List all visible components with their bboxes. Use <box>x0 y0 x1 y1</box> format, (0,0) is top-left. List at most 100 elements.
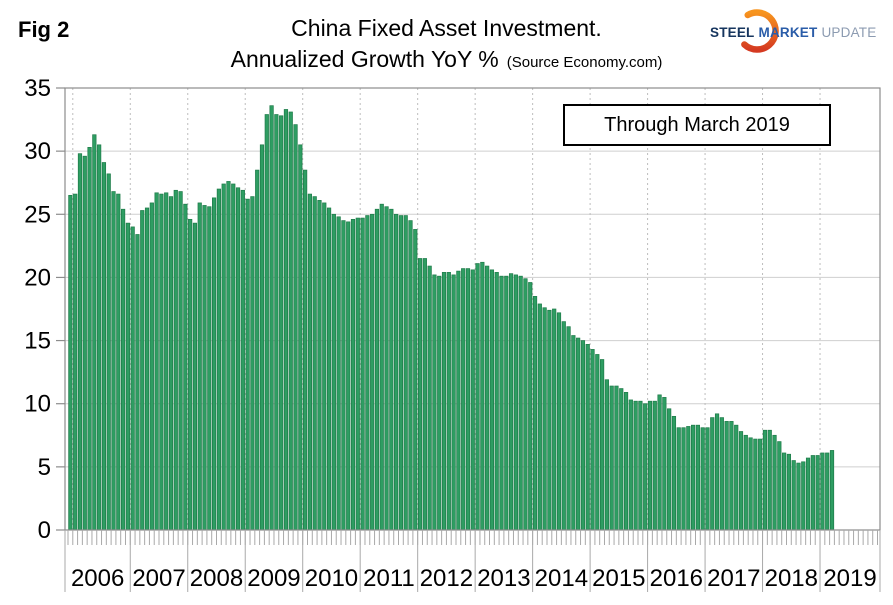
bar <box>178 191 183 531</box>
bar <box>537 303 542 531</box>
bar <box>159 193 164 531</box>
bar <box>710 417 715 531</box>
bar <box>97 144 102 531</box>
bar <box>643 403 648 531</box>
y-tick-label: 35 <box>24 75 51 102</box>
x-year-label: 2017 <box>707 565 760 592</box>
bar <box>417 258 423 531</box>
bar <box>518 275 523 531</box>
bar <box>231 183 236 531</box>
bar <box>317 200 322 531</box>
bar <box>456 270 461 531</box>
bar <box>590 349 595 531</box>
bar <box>336 216 341 531</box>
bar <box>513 274 518 531</box>
bar <box>552 308 557 531</box>
x-year-label: 2019 <box>823 565 876 592</box>
bar <box>130 226 135 531</box>
bar <box>68 194 73 531</box>
bar <box>370 213 375 531</box>
bar <box>480 261 485 531</box>
figure-label: Fig 2 <box>18 17 70 42</box>
bar <box>633 400 638 531</box>
bar <box>542 307 547 531</box>
bar <box>796 462 801 531</box>
logo-word-steel: STEEL <box>710 24 755 40</box>
source-note: (Source Economy.com) <box>506 53 663 71</box>
bar <box>154 192 159 531</box>
bar <box>782 452 787 531</box>
bar <box>614 385 619 531</box>
x-year-label: 2010 <box>305 565 358 592</box>
y-tick-label: 5 <box>38 454 51 481</box>
bar <box>427 265 432 531</box>
x-year-label: 2018 <box>765 565 818 592</box>
y-tick-label: 10 <box>24 391 51 418</box>
bar <box>532 296 538 531</box>
bar <box>494 272 499 531</box>
y-tick-label: 15 <box>24 328 51 355</box>
bar <box>149 202 154 531</box>
bar <box>408 220 413 531</box>
bar <box>446 272 451 531</box>
bar <box>451 274 456 531</box>
bar <box>303 169 308 531</box>
chart-header: China Fixed Asset Investment. Annualized… <box>0 14 893 74</box>
bar <box>259 144 265 531</box>
bar <box>767 429 772 531</box>
bar <box>681 427 686 531</box>
bar <box>77 153 83 531</box>
bar <box>638 400 643 531</box>
x-year-label: 2011 <box>363 565 415 592</box>
bar <box>346 221 351 531</box>
bar <box>801 461 806 531</box>
bar <box>571 335 576 531</box>
bar <box>216 188 221 531</box>
bar <box>240 189 245 531</box>
bar <box>485 265 490 531</box>
bar <box>576 337 581 531</box>
bar <box>384 206 389 531</box>
bar <box>743 434 748 531</box>
bar <box>724 421 729 531</box>
plot-border <box>64 87 881 531</box>
bar <box>762 429 768 531</box>
bar <box>623 392 629 531</box>
bar <box>499 275 504 531</box>
logo-text: STEEL MARKET UPDATE <box>710 6 876 58</box>
bar <box>604 379 609 531</box>
bar <box>245 198 250 531</box>
bar <box>212 197 217 531</box>
bar <box>283 109 289 531</box>
bar <box>274 114 279 531</box>
bar <box>92 134 97 531</box>
bar <box>585 344 590 531</box>
bar <box>561 321 566 531</box>
bar <box>269 105 274 531</box>
bar <box>226 181 231 531</box>
bar <box>753 438 758 531</box>
bar <box>437 275 442 531</box>
bar <box>528 282 533 531</box>
bar <box>748 437 753 531</box>
bar <box>599 359 605 531</box>
bar <box>350 218 356 531</box>
bar <box>719 417 724 531</box>
bar <box>173 189 178 531</box>
bar <box>686 426 691 531</box>
x-year-label: 2015 <box>592 565 645 592</box>
bar <box>250 196 255 531</box>
bar <box>326 207 332 531</box>
bar <box>398 215 404 531</box>
bar <box>394 213 399 531</box>
bar <box>815 455 820 531</box>
bar <box>120 208 126 531</box>
bar <box>461 268 466 531</box>
bar <box>432 274 437 531</box>
bar <box>360 217 365 531</box>
bar <box>379 203 384 531</box>
bar <box>556 312 562 531</box>
bar <box>820 452 825 531</box>
bar <box>758 438 763 531</box>
